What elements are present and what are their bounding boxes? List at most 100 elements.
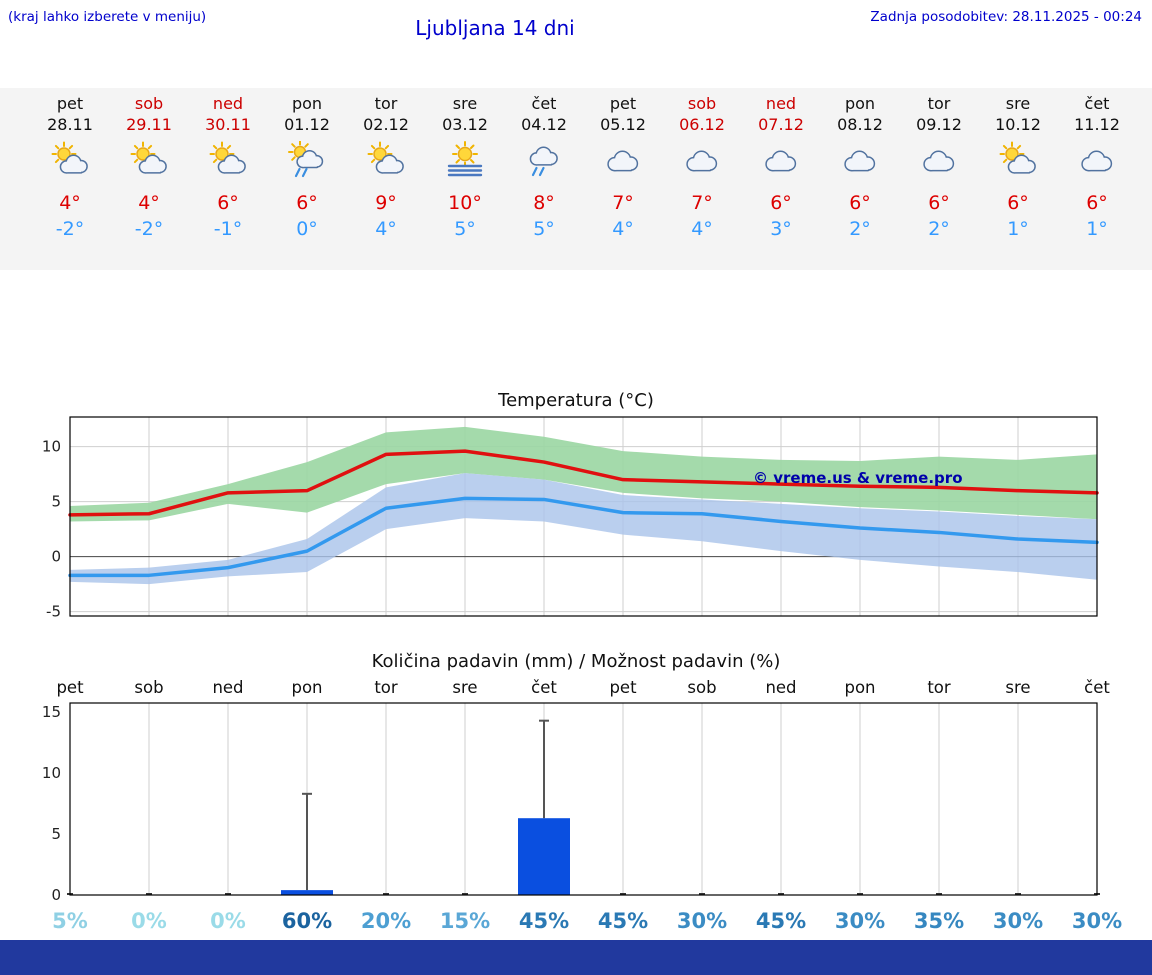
precip-probability: 45% (598, 909, 648, 933)
weather-icon-cloud (900, 141, 979, 185)
precip-day-label: čet (1084, 678, 1110, 697)
day-name: sre (1005, 94, 1031, 113)
page-title: Ljubljana 14 dni (415, 16, 575, 40)
temp-chart-title: Temperatura (°C) (497, 390, 654, 411)
precipitation-chart: Količina padavin (mm) / Možnost padavin … (42, 651, 1122, 933)
precip-probability: 35% (914, 909, 964, 933)
high-temp: 4° (138, 192, 160, 214)
day-name: tor (374, 94, 398, 113)
precip-day-label: sob (134, 678, 163, 697)
precip-probability: 30% (677, 909, 727, 933)
footer-bar (0, 940, 1152, 975)
low-temp: 0° (296, 218, 318, 240)
day-name: čet (531, 94, 557, 113)
low-temp: 5° (533, 218, 555, 240)
watermark-link[interactable]: © vreme.us & vreme.pro (753, 469, 963, 487)
low-temp: 2° (849, 218, 871, 240)
precip-probability: 5% (52, 909, 88, 933)
low-temp: 4° (375, 218, 397, 240)
precip-day-label: čet (531, 678, 557, 697)
precip-probability: 20% (361, 909, 411, 933)
day-date: 10.12 (995, 115, 1041, 134)
low-temp: 3° (770, 218, 792, 240)
high-temp: 4° (59, 192, 81, 214)
forecast-day: sre 03.12 10° 5° (426, 88, 505, 242)
forecast-day: sob 29.11 4° -2° (110, 88, 189, 242)
high-temp: 7° (691, 192, 713, 214)
day-name: sre (452, 94, 478, 113)
weather-icon-sun-cloud-rain (268, 140, 347, 185)
weather-icon-cloud (742, 141, 821, 185)
day-name: pon (291, 94, 323, 113)
weather-icon-cloud (821, 141, 900, 185)
high-temp: 6° (928, 192, 950, 214)
forecast-day: čet 04.12 8° 5° (505, 88, 584, 242)
precip-day-label: tor (374, 678, 398, 697)
precip-day-label: pon (844, 678, 875, 697)
high-temp: 6° (1086, 192, 1108, 214)
temp-ytick: 0 (51, 548, 61, 566)
day-date: 07.12 (758, 115, 804, 134)
precip-ytick: 5 (51, 825, 61, 843)
day-name: ned (212, 94, 244, 113)
temp-ytick: 5 (51, 493, 61, 511)
forecast-day: pon 01.12 6° 0° (268, 88, 347, 242)
forecast-day: čet 11.12 6° 1° (1058, 88, 1137, 242)
precip-bar (518, 818, 570, 895)
day-name: sob (134, 94, 164, 113)
precip-ytick: 0 (51, 886, 61, 904)
low-temp: 2° (928, 218, 950, 240)
day-name: pet (56, 94, 84, 113)
low-temp: -1° (213, 218, 243, 240)
weather-icon-sun-cloud (979, 141, 1058, 185)
high-temp: 6° (296, 192, 318, 214)
forecast-day: ned 07.12 6° 3° (742, 88, 821, 242)
forecast-day: sre 10.12 6° 1° (979, 88, 1058, 242)
low-temp: 5° (454, 218, 476, 240)
precip-probability: 30% (993, 909, 1043, 933)
temp-ytick: 10 (42, 438, 61, 456)
precip-probability: 30% (835, 909, 885, 933)
precip-probability: 45% (756, 909, 806, 933)
day-date: 30.11 (205, 115, 251, 134)
day-date: 06.12 (679, 115, 725, 134)
low-temp: 4° (612, 218, 634, 240)
weather-icon-sun-cloud (31, 141, 110, 185)
day-name: tor (927, 94, 951, 113)
day-name: pon (844, 94, 876, 113)
weather-icon-cloud-rain (505, 141, 584, 185)
precip-probability: 30% (1072, 909, 1122, 933)
forecast-day: tor 09.12 6° 2° (900, 88, 979, 242)
day-date: 11.12 (1074, 115, 1120, 134)
day-name: ned (765, 94, 797, 113)
precip-probability: 15% (440, 909, 490, 933)
forecast-day: tor 02.12 9° 4° (347, 88, 426, 242)
precip-day-label: sre (1005, 678, 1030, 697)
precip-day-label: pon (291, 678, 322, 697)
precip-bar (281, 890, 333, 895)
high-temp: 10° (448, 192, 482, 214)
day-date: 28.11 (47, 115, 93, 134)
day-date: 01.12 (284, 115, 330, 134)
day-date: 09.12 (916, 115, 962, 134)
precip-probability: 60% (282, 909, 332, 933)
temp-ytick: -5 (46, 603, 61, 621)
high-temp: 6° (849, 192, 871, 214)
high-temp: 6° (1007, 192, 1029, 214)
precip-probability: 0% (210, 909, 246, 933)
day-date: 05.12 (600, 115, 646, 134)
menu-hint: (kraj lahko izberete v meniju) (8, 9, 207, 25)
day-name: sob (687, 94, 717, 113)
precip-probability: 0% (131, 909, 167, 933)
low-temp: 4° (691, 218, 713, 240)
precip-probability: 45% (519, 909, 569, 933)
high-temp: 6° (770, 192, 792, 214)
precip-day-label: ned (765, 678, 796, 697)
low-temp: 1° (1007, 218, 1029, 240)
day-date: 03.12 (442, 115, 488, 134)
weather-icon-sun-cloud (110, 141, 189, 185)
forecast-day: ned 30.11 6° -1° (189, 88, 268, 242)
precip-day-label: ned (212, 678, 243, 697)
forecast-day: pon 08.12 6° 2° (821, 88, 900, 242)
day-date: 02.12 (363, 115, 409, 134)
